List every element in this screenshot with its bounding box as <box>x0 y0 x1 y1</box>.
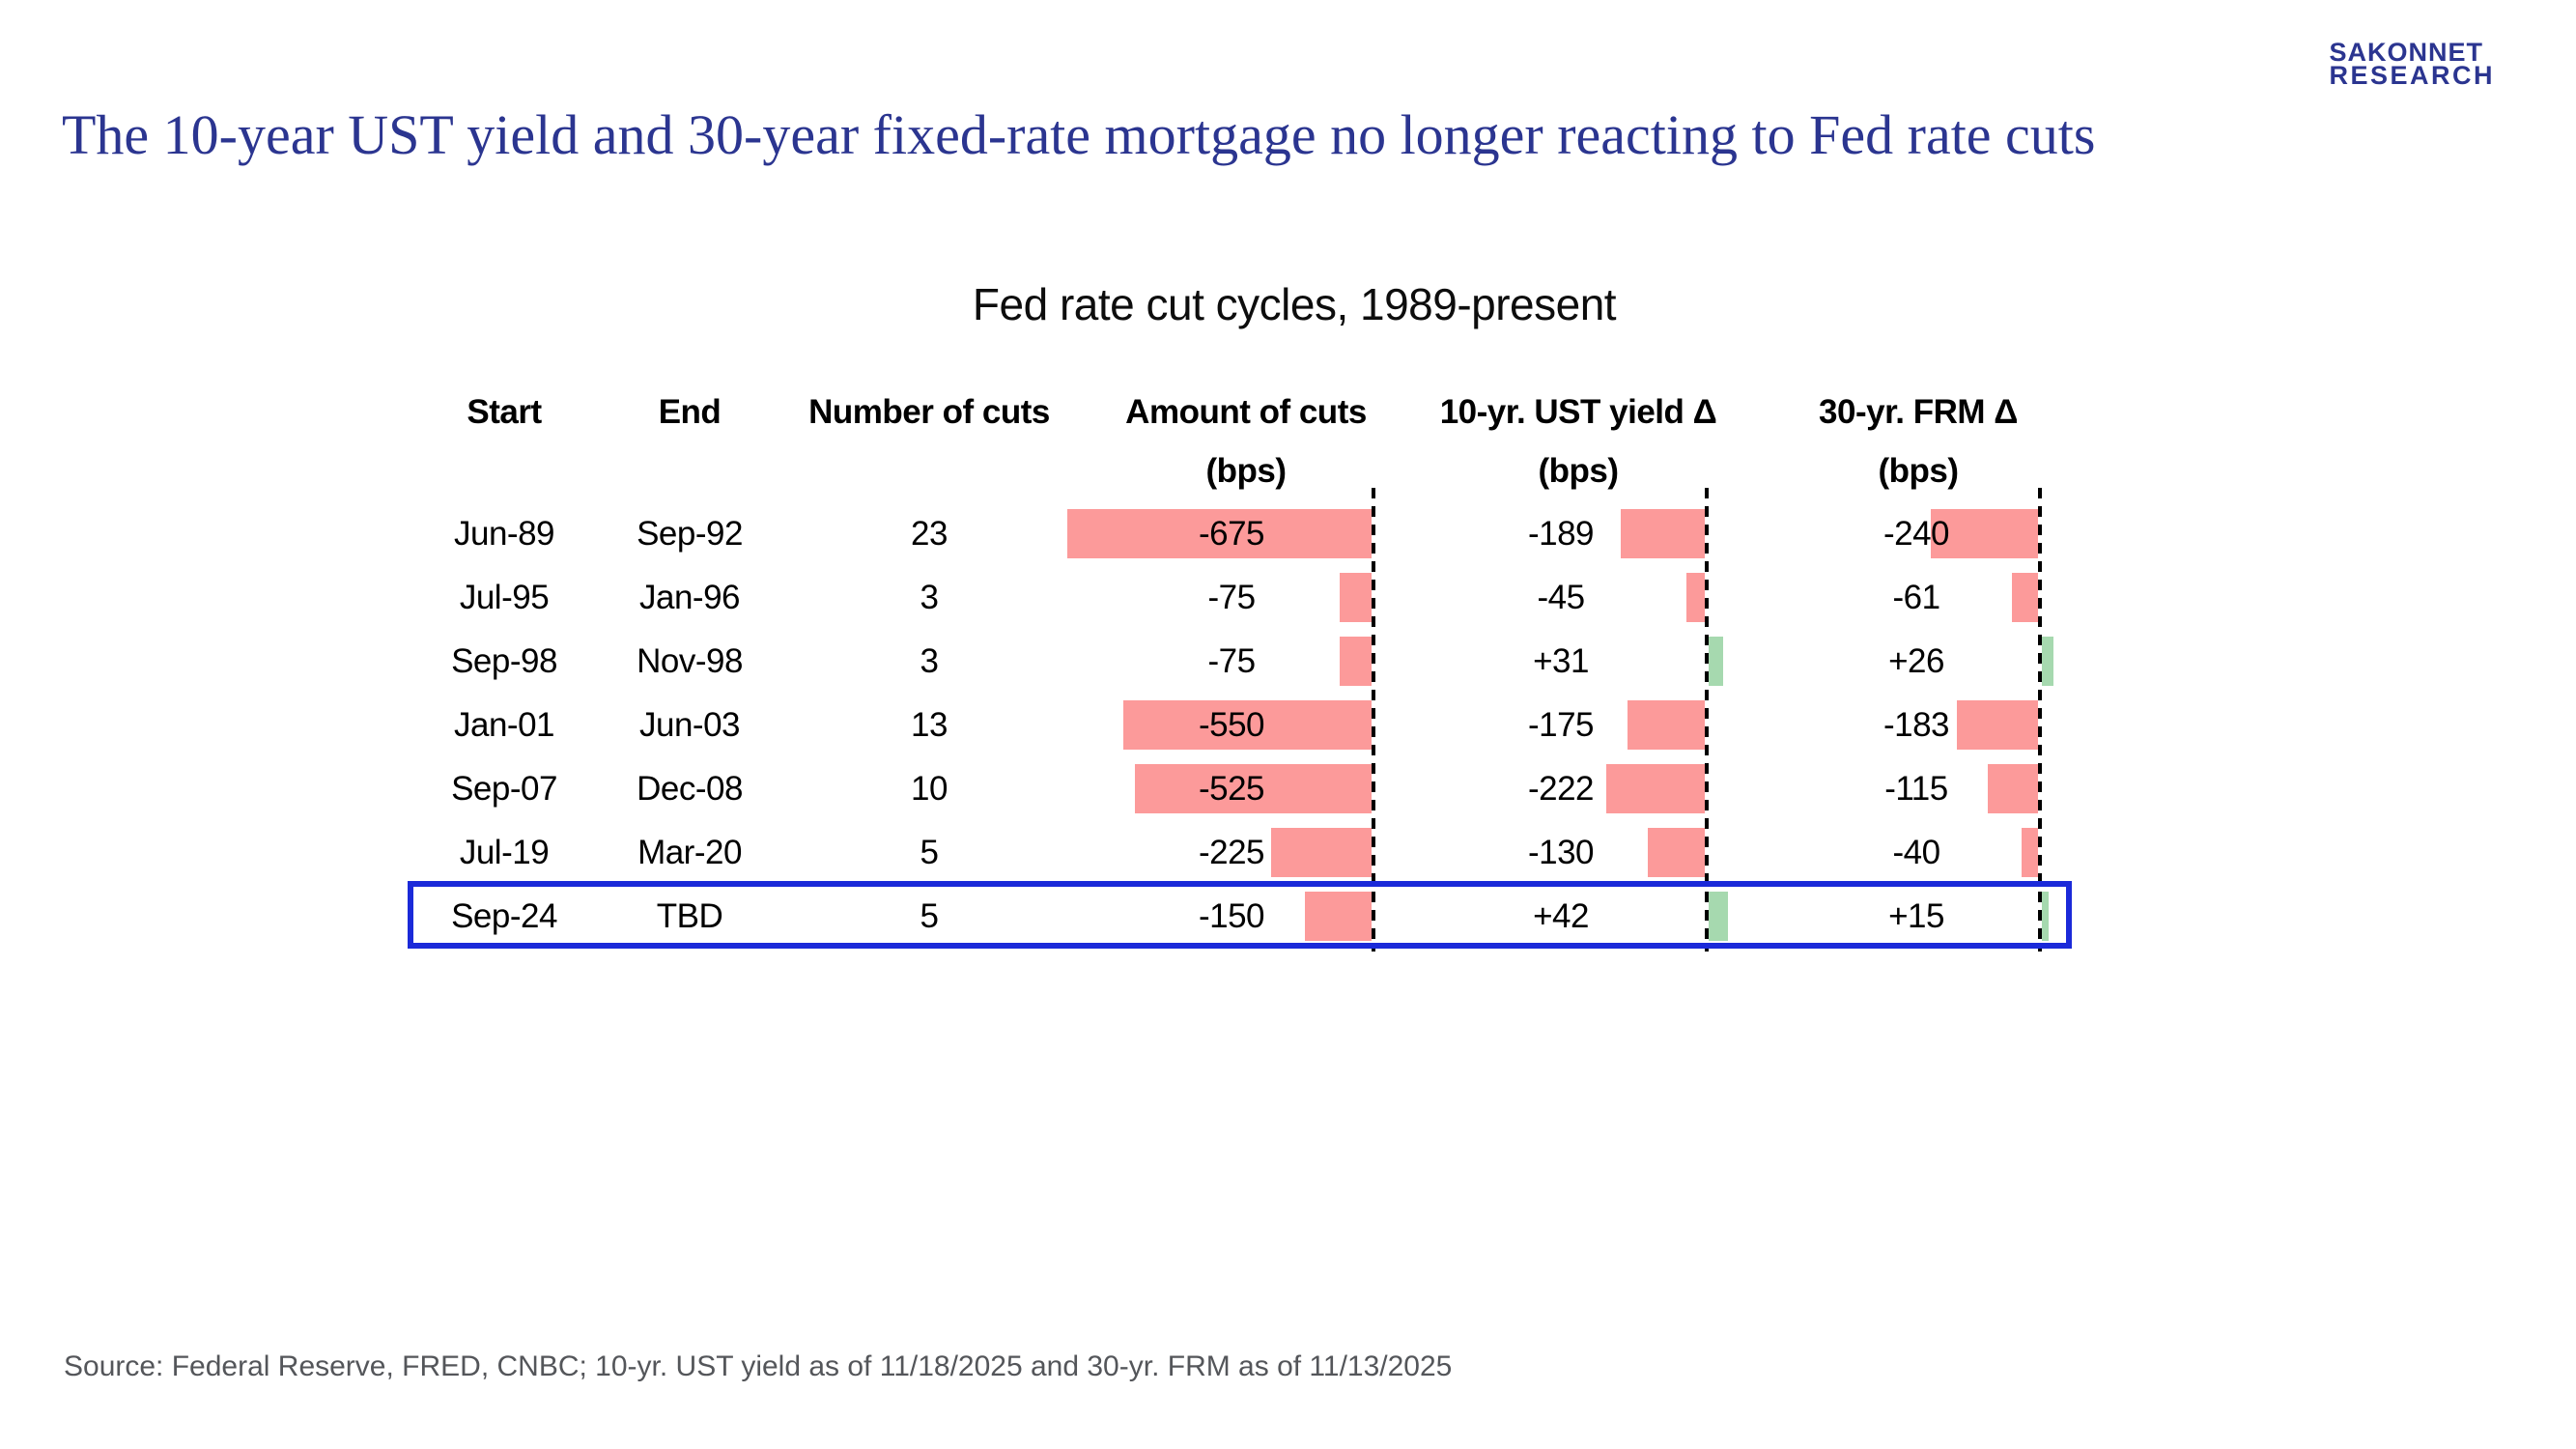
column-subheader-6: (bps) <box>1878 452 1959 490</box>
cell-cuts: 5 <box>920 834 939 871</box>
cell-ust-value: +31 <box>1533 642 1589 680</box>
negative-bar-amount <box>1305 892 1373 941</box>
negative-bar-amount <box>1123 700 1373 750</box>
negative-bar-frm <box>1957 700 2040 750</box>
cell-cuts: 3 <box>920 579 939 616</box>
cell-cuts: 5 <box>920 897 939 935</box>
cell-ust-value: -175 <box>1527 706 1595 744</box>
negative-bar-amount <box>1340 637 1373 686</box>
negative-bar-ust <box>1648 828 1707 877</box>
column-header-1: Start <box>467 393 542 431</box>
cell-cuts: 13 <box>911 706 948 744</box>
negative-bar-amount <box>1340 573 1373 622</box>
negative-bar-ust <box>1686 573 1707 622</box>
negative-bar-ust <box>1621 509 1707 558</box>
cell-start: Jul-95 <box>459 579 550 616</box>
cell-frm-value: -240 <box>1882 515 1950 553</box>
source-note: Source: Federal Reserve, FRED, CNBC; 10-… <box>64 1350 1453 1382</box>
cell-start: Jun-89 <box>453 515 555 553</box>
negative-bar-ust <box>1606 764 1707 813</box>
zero-axis-ust <box>1705 488 1709 952</box>
cell-end: Dec-08 <box>637 770 743 808</box>
positive-bar-frm <box>2042 637 2053 686</box>
cell-ust-value: -45 <box>1537 579 1585 616</box>
negative-bar-frm <box>1931 509 2040 558</box>
cell-frm-value: +26 <box>1888 642 1944 680</box>
negative-bar-frm <box>2012 573 2040 622</box>
cell-start: Sep-07 <box>451 770 557 808</box>
cell-amount-value: -550 <box>1198 706 1265 744</box>
cell-cuts: 23 <box>911 515 948 553</box>
cell-ust-value: -222 <box>1527 770 1595 808</box>
cell-ust-value: -130 <box>1527 834 1595 871</box>
column-header-2: End <box>658 393 722 431</box>
slide-title: The 10-year UST yield and 30-year fixed-… <box>62 103 2096 166</box>
cell-cuts: 10 <box>911 770 948 808</box>
cell-end: Nov-98 <box>637 642 743 680</box>
column-header-3: Number of cuts <box>808 393 1050 431</box>
column-header-5: 10-yr. UST yield Δ <box>1439 393 1717 431</box>
zero-axis-amount <box>1372 488 1375 952</box>
cell-frm-value: -183 <box>1882 706 1950 744</box>
negative-bar-amount <box>1135 764 1373 813</box>
cell-amount-value: -225 <box>1198 834 1265 871</box>
cell-start: Jul-19 <box>459 834 550 871</box>
cell-amount-value: -75 <box>1207 642 1256 680</box>
cell-end: Mar-20 <box>637 834 742 871</box>
cell-amount-value: -75 <box>1207 579 1256 616</box>
positive-bar-frm <box>2042 892 2049 941</box>
cell-amount-value: -150 <box>1198 897 1265 935</box>
zero-axis-frm <box>2038 488 2042 952</box>
cell-start: Sep-98 <box>451 642 557 680</box>
negative-bar-amount <box>1067 509 1373 558</box>
cell-start: Jan-01 <box>453 706 555 744</box>
negative-bar-frm <box>1988 764 2040 813</box>
logo: SAKONNET RESEARCH <box>2329 38 2495 90</box>
cell-frm-value: -61 <box>1892 579 1940 616</box>
negative-bar-amount <box>1271 828 1373 877</box>
cell-frm-value: +15 <box>1888 897 1944 935</box>
cell-end: Jun-03 <box>638 706 741 744</box>
negative-bar-frm <box>2022 828 2040 877</box>
cell-amount-value: -525 <box>1198 770 1265 808</box>
cell-end: TBD <box>656 897 723 935</box>
cell-end: Jan-96 <box>638 579 741 616</box>
chart-title: Fed rate cut cycles, 1989-present <box>972 279 1617 329</box>
logo-line-1: SAKONNET <box>2329 38 2483 67</box>
positive-bar-ust <box>1709 637 1723 686</box>
cell-cuts: 3 <box>920 642 939 680</box>
positive-bar-ust <box>1709 892 1728 941</box>
cell-ust-value: -189 <box>1527 515 1595 553</box>
cell-ust-value: +42 <box>1533 897 1589 935</box>
cell-amount-value: -675 <box>1198 515 1265 553</box>
column-header-4: Amount of cuts <box>1125 393 1367 431</box>
current-cycle-highlight-box <box>408 881 2072 949</box>
column-header-6: 30-yr. FRM Δ <box>1819 393 2018 431</box>
logo-line-2: RESEARCH <box>2329 61 2495 90</box>
column-subheader-4: (bps) <box>1205 452 1287 490</box>
cell-end: Sep-92 <box>637 515 743 553</box>
cell-frm-value: -115 <box>1884 770 1948 808</box>
column-subheader-5: (bps) <box>1538 452 1619 490</box>
negative-bar-ust <box>1628 700 1707 750</box>
cell-frm-value: -40 <box>1892 834 1940 871</box>
cell-start: Sep-24 <box>451 897 557 935</box>
